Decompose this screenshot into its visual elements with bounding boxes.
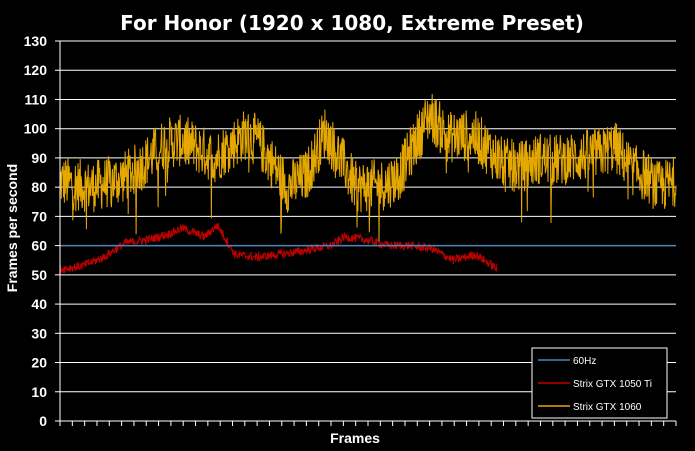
y-axis-label: Frames per second <box>4 164 20 292</box>
y-tick-label: 90 <box>31 150 47 166</box>
chart-title: For Honor (1920 x 1080, Extreme Preset) <box>120 11 584 35</box>
y-tick-label: 120 <box>24 62 48 78</box>
legend-entry: Strix GTX 1060 <box>573 402 642 413</box>
y-tick-label: 20 <box>31 355 47 371</box>
y-tick-label: 110 <box>24 91 47 107</box>
legend-entry: Strix GTX 1050 Ti <box>573 379 652 390</box>
y-tick-label: 30 <box>31 325 47 341</box>
y-tick-label: 0 <box>39 413 47 429</box>
x-axis-label: Frames <box>330 430 380 446</box>
axes <box>55 40 677 426</box>
y-tick-label: 130 <box>24 33 48 49</box>
y-tick-label: 100 <box>24 121 48 137</box>
legend: 60Hz Strix GTX 1050 Ti Strix GTX 1060 <box>531 347 668 419</box>
y-tick-label: 80 <box>31 179 47 195</box>
series-line-strix-gtx-1060 <box>59 93 677 243</box>
y-tick-label: 10 <box>31 384 47 400</box>
series-layer <box>59 93 677 274</box>
legend-entry: 60Hz <box>573 356 596 367</box>
series-line-strix-gtx-1050-ti <box>59 222 498 274</box>
y-tick-label: 50 <box>31 267 47 283</box>
y-tick-label: 60 <box>31 238 47 254</box>
y-tick-label: 70 <box>31 208 47 224</box>
y-tick-label: 40 <box>31 296 47 312</box>
y-axis-ticks: 0 10 20 30 40 50 60 70 80 90 100 110 120 130 <box>24 33 48 429</box>
